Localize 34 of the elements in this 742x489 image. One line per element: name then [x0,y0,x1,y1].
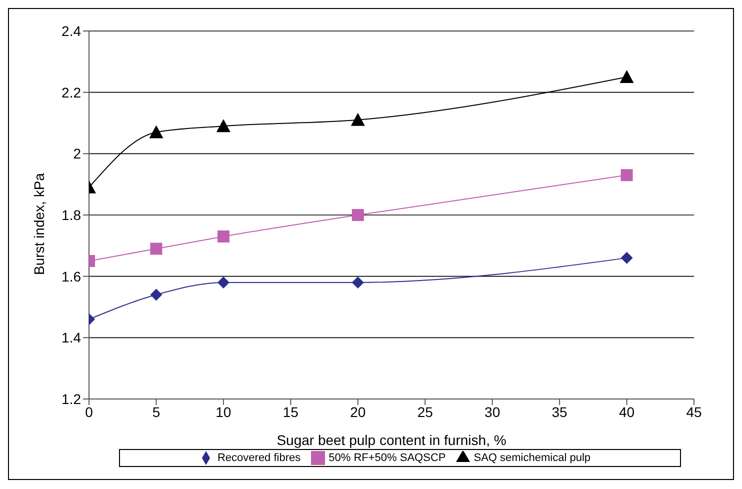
x-tick-label: 0 [85,404,94,420]
legend-label: SAQ semichemical pulp [474,452,591,464]
y-tick-label: 1.8 [62,206,82,223]
x-tick-label: 20 [350,404,366,420]
y-tick-label: 2 [73,146,82,162]
point [217,276,230,288]
point [149,125,164,138]
x-tick-label: 30 [484,404,500,420]
legend-label: 50% RF+50% SAQSCP [328,452,446,464]
x-tick-label: 15 [282,404,299,420]
y-tick-label: 1.4 [62,330,82,346]
point [217,230,230,242]
x-tick-label: 10 [216,404,232,420]
x-tick-label: 35 [552,404,568,420]
y-tick-label: 2.4 [62,22,82,39]
point [216,119,230,132]
point [620,169,633,182]
x-axis-title: Sugar beet pulp content in furnish, % [276,432,506,448]
point [150,242,162,255]
legend-label: Recovered fibres [217,452,301,464]
point [620,252,633,264]
y-axis-title: Burst index, kPa [30,172,47,275]
y-tick-label: 1.2 [62,390,82,407]
point [620,70,634,83]
point [352,209,364,221]
x-tick-label: 40 [618,404,635,420]
point [350,112,365,126]
point [352,276,364,288]
y-tick-label: 1.6 [62,268,82,284]
x-tick-label: 45 [686,404,702,420]
point [150,288,162,301]
y-tick-label: 2.2 [62,84,82,100]
x-tick-label: 5 [152,404,160,420]
x-tick-label: 25 [417,404,434,420]
